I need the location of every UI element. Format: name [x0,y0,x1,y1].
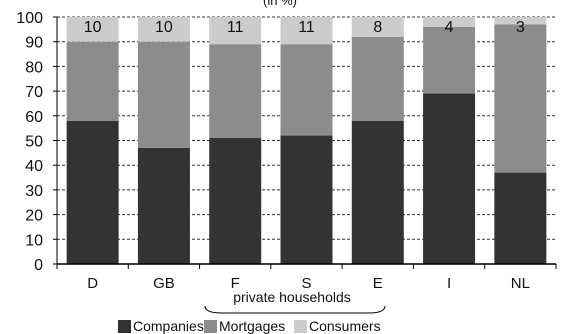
x-tick-label-i: I [447,275,451,292]
y-tick-label-10: 10 [25,232,43,249]
bars [66,17,547,265]
legend: Companies Mortgages Consumers [118,318,381,334]
chart-title: (in %) [263,0,297,8]
bar-d-companies [66,120,119,265]
data-label-f: 11 [227,19,244,36]
bar-f-mortgages [209,44,262,139]
bar-i-companies [423,93,476,264]
y-tick-label-100: 100 [16,10,43,27]
bar-gb-consumers [137,17,190,42]
y-tick-label-70: 70 [25,84,43,101]
bar-e-companies [351,120,404,265]
bar-s-companies [280,135,333,264]
data-label-nl: 3 [516,19,525,36]
bar-i-consumers [423,17,476,27]
group-label-private-households: private households [233,289,351,305]
legend-label-companies: Companies [133,318,204,334]
bar-nl-consumers [494,17,547,25]
bar-nl-companies [494,172,547,264]
bar-f-companies [209,138,262,264]
legend-label-mortgages: Mortgages [219,318,285,334]
legend-swatch-consumers [294,320,307,333]
data-label-s: 11 [298,19,315,36]
legend-swatch-mortgages [204,320,217,333]
x-tick-label-s: S [301,275,311,292]
legend-label-consumers: Consumers [309,318,381,334]
y-axis-ticks: 0 10 20 30 40 50 60 70 80 90 100 [16,10,57,274]
bar-e-mortgages [351,36,404,121]
bar-s-mortgages [280,44,333,136]
bar-d-mortgages [66,41,119,121]
bar-nl-mortgages [494,24,547,173]
y-tick-label-0: 0 [34,257,43,274]
x-tick-label-d: D [87,275,98,292]
data-label-d: 10 [84,19,102,36]
data-label-gb: 10 [155,19,173,36]
x-tick-label-nl: NL [511,275,530,292]
y-tick-label-60: 60 [25,109,43,126]
bar-gb-mortgages [137,41,190,148]
x-tick-label-gb: GB [153,275,175,292]
y-tick-label-40: 40 [25,158,43,175]
x-tick-label-e: E [373,275,383,292]
bar-gb-companies [137,147,190,264]
group-bracket-line [204,305,386,314]
data-label-e: 8 [373,19,382,36]
group-bracket: private households [204,289,386,314]
y-tick-label-80: 80 [25,59,43,76]
y-tick-label-20: 20 [25,208,43,225]
data-label-i: 4 [445,19,454,36]
x-tick-label-f: F [231,275,240,292]
y-tick-label-50: 50 [25,134,43,151]
y-tick-label-30: 30 [25,183,43,200]
bar-s-consumers [280,17,333,45]
axes [56,17,556,265]
x-axis-ticks: D GB F S E I NL [56,264,557,292]
bar-e-consumers [351,17,404,37]
bar-f-consumers [209,17,262,45]
data-labels: 10 10 11 11 8 4 3 [84,19,525,36]
y-tick-label-90: 90 [25,35,43,52]
legend-swatch-companies [118,320,131,333]
bar-i-mortgages [423,26,476,94]
bar-d-consumers [66,17,119,42]
